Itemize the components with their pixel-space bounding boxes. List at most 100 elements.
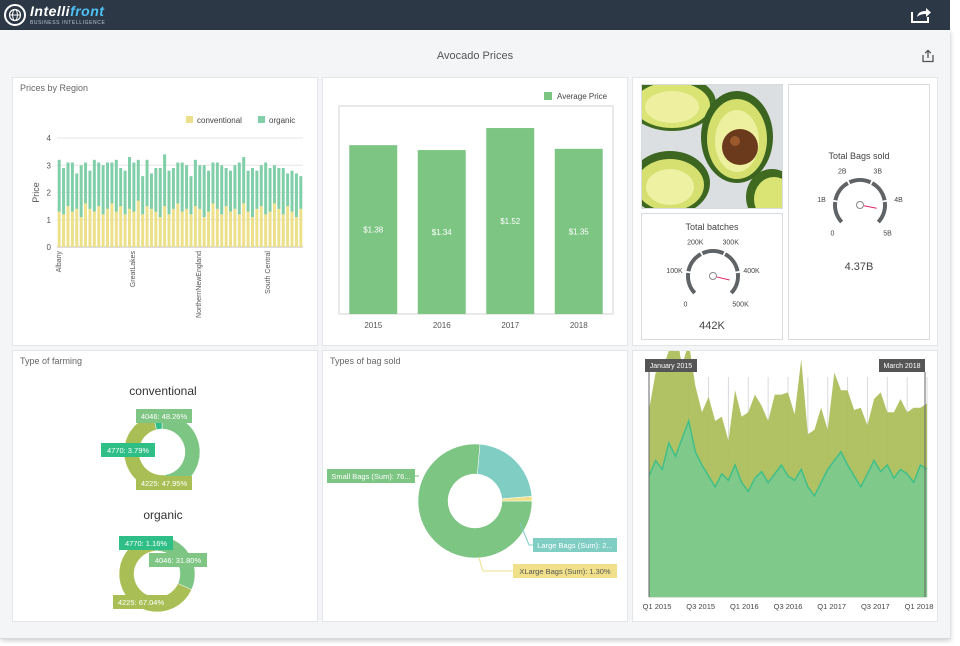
bar-organic — [167, 170, 171, 215]
bar-organic — [141, 176, 145, 215]
gauge-arc-segment — [871, 181, 887, 201]
gauge-tick-label: 200K — [687, 239, 704, 246]
bar-conventional — [198, 208, 202, 247]
bar-conventional — [180, 211, 184, 247]
x-tick-label: 2016 — [433, 321, 451, 330]
bar — [554, 148, 603, 314]
bar-organic — [145, 159, 149, 207]
types-of-bag-chart: Small Bags (Sum): 76... Large Bags (Sum):… — [327, 443, 617, 578]
slice-label: Large Bags (Sum): 2... — [537, 541, 612, 550]
range-end-handle — [879, 359, 925, 372]
panel-title: Type of farming — [20, 356, 83, 366]
bar-conventional — [233, 208, 237, 247]
slice-label: 4225: 47.95% — [141, 479, 188, 488]
x-tick-label: Albany — [56, 251, 63, 273]
bar-organic — [75, 173, 79, 209]
bar-organic — [193, 159, 197, 207]
bar-organic — [255, 170, 259, 209]
bar-organic — [101, 165, 105, 215]
donut-title: conventional — [129, 384, 196, 398]
legend-swatch — [258, 116, 265, 123]
donut-slice — [417, 443, 533, 559]
bar-organic — [246, 170, 250, 212]
gauge-needle — [716, 276, 730, 281]
slice-label-box — [119, 536, 173, 550]
type-of-farming-panel: Type of farming conventional 4046: 48.26%… — [12, 350, 318, 622]
app-logo[interactable]: Intellifront BUSINESS INTELLIGENCE — [4, 3, 105, 27]
bar-conventional — [171, 208, 175, 247]
bar-conventional — [145, 206, 149, 247]
slice-label-box — [136, 409, 192, 423]
bar-conventional — [207, 211, 211, 247]
prices-by-region-chart: conventional organic 0 1 2 3 4 Price Albany Great… — [31, 116, 303, 318]
x-tick-label: South Central — [265, 251, 272, 294]
bar-conventional — [264, 214, 268, 247]
legend-label: Average Price — [557, 92, 608, 101]
bar-conventional — [141, 214, 145, 247]
gauge-arc-segment — [833, 181, 849, 201]
bar-organic — [110, 162, 114, 204]
bar-organic — [224, 167, 228, 207]
bar-organic — [207, 170, 211, 212]
bar-conventional — [75, 208, 79, 247]
share-icon[interactable] — [910, 6, 932, 24]
gauge-arc-segment — [686, 252, 702, 272]
bar-conventional — [211, 203, 215, 247]
legend-swatch — [186, 116, 193, 123]
brand-subtitle: BUSINESS INTELLIGENCE — [30, 20, 106, 26]
bar-organic — [180, 162, 184, 212]
bar-organic — [158, 167, 162, 218]
slice-label: 4046: 31.80% — [155, 556, 202, 565]
slice-label: XLarge Bags (Sum): 1.30% — [519, 567, 611, 576]
legend-swatch — [544, 92, 552, 100]
x-tick-label: Q3 2015 — [686, 602, 715, 611]
bar-organic — [70, 162, 74, 212]
bar-conventional — [92, 211, 96, 247]
bar-conventional — [277, 208, 281, 247]
area-lower — [649, 421, 927, 597]
donut-title: organic — [143, 508, 182, 522]
gauge-value: 442K — [699, 320, 725, 332]
bar-conventional — [193, 206, 197, 247]
types-of-bag-panel: Types of bag sold Small Bags (Sum): 76..… — [322, 350, 628, 622]
slice-label-box — [513, 564, 617, 578]
bar-organic — [119, 167, 123, 207]
bar-conventional — [185, 208, 189, 247]
x-tick-label: Q1 2017 — [817, 602, 846, 611]
range-end-label: March 2018 — [884, 363, 921, 370]
y-tick-label: 3 — [47, 161, 52, 170]
bar-conventional — [57, 211, 61, 247]
bar-conventional — [123, 214, 127, 247]
export-icon[interactable] — [921, 49, 935, 63]
avocado-image — [641, 84, 783, 209]
gauge-tick-label: 100K — [666, 268, 683, 275]
gauge-dial: 0 1B 2B 3B 4B 5B — [817, 168, 903, 238]
gauge-arc-segment — [876, 201, 887, 224]
plot-frame — [338, 105, 614, 315]
brand-name: Intellifront — [30, 3, 105, 19]
bar-organic — [202, 165, 206, 218]
bar-conventional — [272, 203, 276, 247]
leader-line — [478, 557, 513, 572]
type-of-farming-chart: conventional 4046: 48.26% 4225: 47.95% 4770… — [101, 384, 207, 613]
gauge-dial: 0 100K 200K 300K 400K 500K — [666, 239, 760, 308]
bar-conventional — [215, 208, 219, 247]
bar-organic — [264, 162, 268, 215]
gauge-arc-segment — [848, 178, 872, 185]
gauge-tick-label: 0 — [830, 231, 834, 238]
slice-label: 4770: 1.16% — [125, 539, 167, 548]
gauge-arc-segment — [686, 272, 697, 295]
y-axis-label: Price — [31, 182, 41, 203]
timeline-chart[interactable]: January 2015 March 2018 Q1 2015 Q3 2015 Q1 2… — [633, 351, 939, 623]
bar-conventional — [88, 208, 92, 247]
gauge-tick-label: 3B — [873, 168, 882, 175]
x-tick-label: Q3 2017 — [861, 602, 890, 611]
slice-label-box — [136, 476, 192, 490]
bar-organic — [114, 159, 118, 212]
average-price-chart: Average Price $1.38 2015 $1.34 2016 $1.52 2017… — [338, 92, 614, 330]
top-bar: Intellifront BUSINESS INTELLIGENCE — [0, 0, 950, 30]
bar-organic — [233, 165, 237, 209]
range-start-handle — [645, 359, 697, 372]
panel-title: Prices by Region — [20, 83, 89, 93]
bar-conventional — [106, 208, 110, 247]
